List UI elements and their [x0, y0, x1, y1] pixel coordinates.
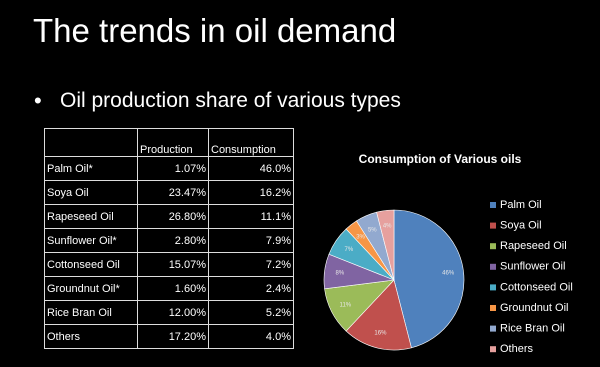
legend-swatch	[490, 222, 496, 229]
chart-title: Consumption of Various oils	[359, 152, 522, 166]
table-body: Production Consumption Palm Oil* 1.07% 46.…	[44, 128, 294, 349]
legend-swatch	[490, 346, 496, 353]
bullet-text: Oil production share of various types	[60, 89, 401, 112]
legend-label: Palm Oil	[500, 199, 542, 211]
table-cell: Rice Bran Oil	[44, 300, 138, 325]
table-cell: 1.60%	[137, 276, 209, 301]
table-cell: Palm Oil*	[44, 156, 138, 181]
legend-swatch	[490, 284, 496, 291]
legend-swatch	[490, 305, 496, 311]
slice-label: 46%	[442, 271, 455, 277]
table-cell: Soya Oil	[44, 180, 138, 205]
legend-label: Sunflower Oil	[500, 261, 565, 273]
table-row: Others 17.20% 4.0%	[44, 324, 294, 349]
table-row: Palm Oil* 1.07% 46.0%	[44, 156, 294, 181]
bullet-marker: •	[34, 88, 42, 113]
slide-title: The trends in oil demand	[33, 12, 397, 49]
legend-swatch	[490, 243, 496, 250]
slice-label: 5%	[368, 227, 377, 233]
legend-swatch	[490, 325, 496, 332]
legend-label: Others	[500, 343, 534, 355]
table-header: Consumption	[208, 128, 294, 157]
table-row: Groundnut Oil* 1.60% 2.4%	[44, 276, 294, 301]
slice-label: 11%	[340, 302, 352, 308]
pie-slice	[376, 209, 395, 281]
table-cell: 1.07%	[137, 156, 209, 181]
table-cell: 2.4%	[208, 276, 294, 301]
legend-swatch	[490, 263, 496, 270]
table-cell: Sunflower Oil*	[44, 228, 138, 253]
pie-slice	[393, 209, 465, 349]
table-cell: Rapeseed Oil	[44, 204, 138, 229]
slice-label: 4%	[383, 223, 392, 229]
slice-label: 8%	[335, 271, 344, 277]
table-cell: 46.0%	[208, 156, 294, 181]
table-cell: Cottonseed Oil	[44, 252, 138, 277]
table-cell: 4.0%	[208, 324, 294, 349]
slice-label: 3%	[356, 234, 365, 240]
legend-label: Rice Bran Oil	[500, 323, 565, 335]
legend-label: Rapeseed Oil	[500, 240, 567, 252]
slice-label: 16%	[374, 330, 387, 336]
table-row: Cottonseed Oil 15.07% 7.2%	[44, 252, 294, 277]
legend-label: Soya Oil	[500, 220, 542, 232]
table-cell: 12.00%	[137, 300, 209, 325]
table-row: Sunflower Oil* 2.80% 7.9%	[44, 228, 294, 253]
table-cell: 17.20%	[137, 324, 209, 349]
data-table: Production Consumption Palm Oil* 1.07% 46.…	[44, 128, 294, 349]
slice-label: 7%	[345, 247, 354, 253]
legend-swatch	[490, 202, 496, 208]
legend-label: Groundnut Oil	[500, 302, 568, 314]
pie-slice	[345, 279, 412, 351]
legend-label: Cottonseed Oil	[500, 281, 573, 293]
table-row: Soya Oil 23.47% 16.2%	[44, 180, 294, 205]
